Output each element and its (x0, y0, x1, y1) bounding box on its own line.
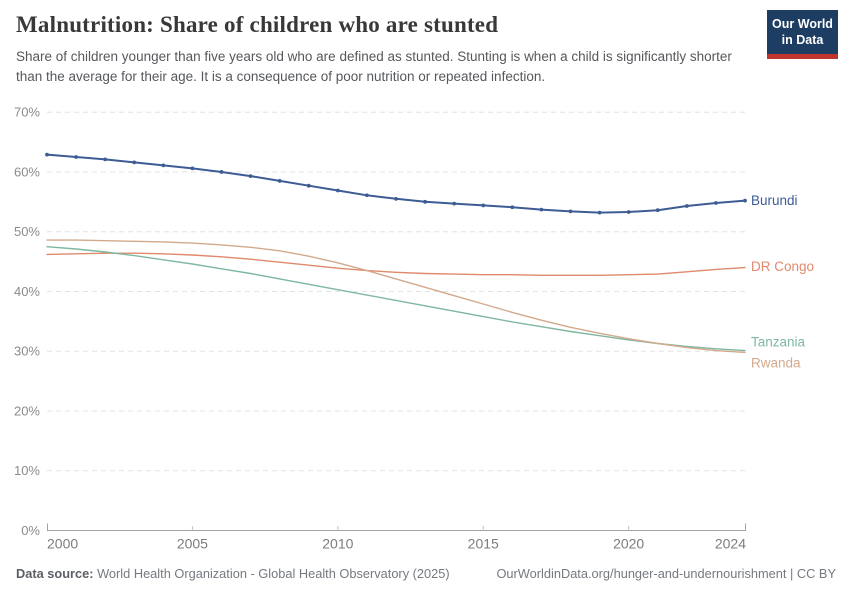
data-point (306, 183, 311, 188)
series-label-rwanda[interactable]: Rwanda (751, 355, 801, 370)
y-tick-label: 20% (14, 403, 40, 418)
data-point (452, 201, 457, 206)
x-tick-label: 2020 (613, 536, 644, 552)
owid-logo[interactable]: Our World in Data (767, 10, 838, 59)
y-tick-label: 40% (14, 284, 40, 299)
data-point (539, 207, 544, 212)
data-point (597, 210, 602, 215)
data-point (103, 157, 108, 162)
series-line-dr-congo[interactable] (46, 252, 746, 276)
x-tick-label: 2010 (322, 536, 353, 552)
series-label-dr-congo[interactable]: DR Congo (751, 259, 814, 274)
data-point (190, 166, 195, 171)
data-point (626, 210, 631, 214)
data-source-label: Data source: (16, 566, 94, 581)
data-point (335, 188, 340, 193)
data-point (743, 198, 747, 203)
y-tick-label: 0% (21, 523, 40, 538)
data-point (74, 155, 78, 159)
y-tick-label: 10% (14, 463, 40, 478)
y-tick-label: 30% (14, 344, 40, 359)
series-label-burundi[interactable]: Burundi (751, 193, 798, 208)
data-point (568, 209, 573, 214)
x-tick-label: 2000 (47, 536, 78, 552)
data-point (423, 199, 427, 204)
x-tick-label: 2024 (715, 536, 746, 552)
data-point (45, 152, 49, 157)
y-tick-label: 50% (14, 224, 40, 239)
y-tick-label: 60% (14, 164, 40, 179)
series-line-burundi[interactable] (46, 153, 746, 214)
data-point (394, 196, 398, 201)
owid-link[interactable]: OurWorldinData.org/hunger-and-undernouri… (496, 566, 836, 581)
data-point (161, 163, 166, 168)
data-point (684, 204, 689, 208)
owid-logo-line1: Our World (772, 17, 833, 31)
series-line-tanzania[interactable] (46, 246, 746, 352)
data-point (277, 179, 282, 183)
data-point (365, 193, 369, 198)
y-tick-label: 70% (14, 105, 40, 120)
series-line-rwanda[interactable] (46, 239, 746, 354)
data-point (510, 205, 515, 210)
data-point (132, 160, 137, 165)
data-point (655, 208, 660, 213)
data-source-text: World Health Organization - Global Healt… (93, 566, 450, 581)
owid-logo-line2: in Data (781, 33, 824, 48)
chart-footer: Data source: World Health Organization -… (16, 566, 836, 581)
data-source: Data source: World Health Organization -… (16, 566, 450, 581)
data-point (219, 170, 224, 174)
data-point (481, 203, 486, 208)
chart-subtitle: Share of children younger than five year… (16, 49, 732, 84)
x-tick-label: 2005 (177, 536, 208, 552)
page-title: Malnutrition: Share of children who are … (16, 12, 499, 37)
series-label-tanzania[interactable]: Tanzania (751, 335, 806, 350)
chart-header: Malnutrition: Share of children who are … (16, 12, 761, 86)
data-point (248, 174, 253, 179)
x-tick-label: 2015 (468, 536, 499, 552)
data-point (714, 201, 718, 205)
